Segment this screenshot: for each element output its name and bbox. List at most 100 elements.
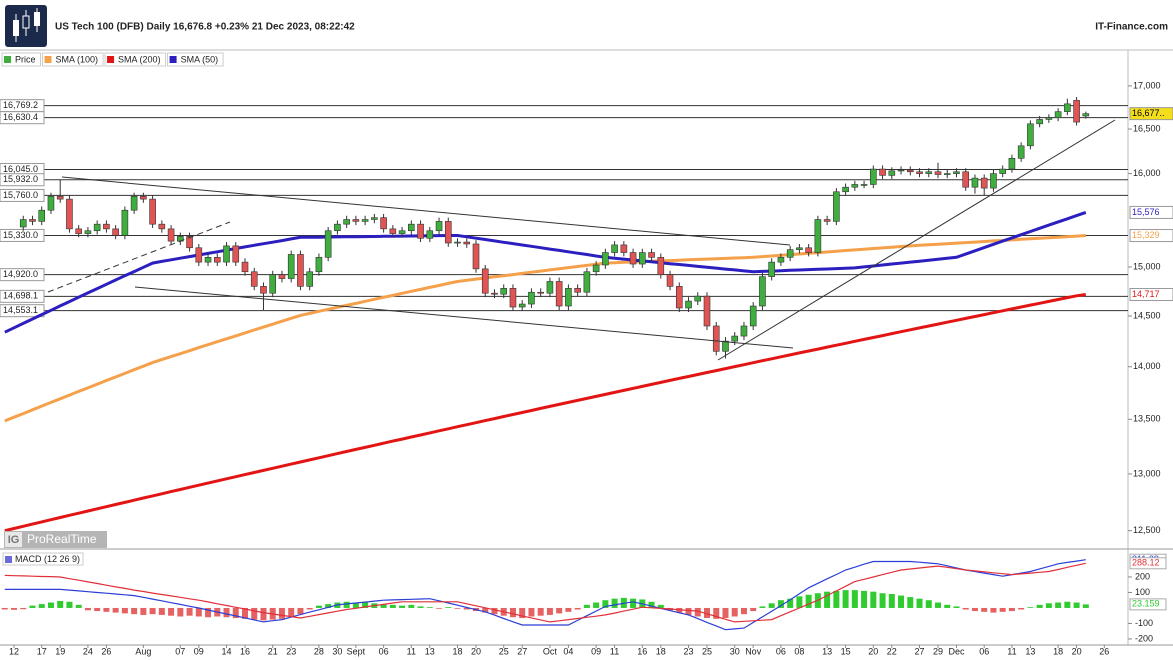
candle-body (722, 340, 729, 352)
histogram-bar (916, 598, 923, 608)
histogram-bar (971, 607, 978, 612)
histogram-bar (740, 607, 747, 615)
candle-body (546, 281, 554, 294)
x-tick-label: 06 (979, 646, 989, 656)
candle-body (500, 288, 508, 295)
histogram-bar (29, 605, 36, 608)
candle-body (250, 271, 258, 287)
candle-body (953, 171, 960, 174)
last-value-tag (1129, 229, 1173, 243)
y-tick-label: -100 (1135, 618, 1153, 628)
histogram-bar (482, 607, 489, 613)
candle-body (223, 245, 230, 263)
histogram-bar (907, 597, 914, 608)
x-tick-label: 09 (194, 646, 204, 656)
candle-body (1064, 103, 1071, 112)
candle-body (66, 198, 73, 230)
histogram-bar (999, 607, 1006, 612)
histogram-bar (962, 607, 969, 610)
y-tick-label: 15,000 (1133, 261, 1161, 271)
y-tick-label: 16,500 (1133, 123, 1161, 133)
level-label-box (0, 268, 45, 282)
x-tick-label: 11 (1007, 646, 1016, 656)
x-tick-label: 16 (637, 646, 647, 656)
x-tick-label: 29 (933, 646, 943, 656)
histogram-bar (870, 591, 877, 608)
histogram-bar (426, 607, 433, 608)
candle-body (269, 274, 277, 294)
legend-swatch (107, 56, 115, 63)
candle-body (842, 186, 849, 193)
level-label: 16,769.2 (3, 100, 38, 110)
y-tick-label: 100 (1135, 587, 1150, 597)
candle-body (408, 223, 415, 232)
histogram-bar (362, 601, 369, 608)
candle-body (833, 191, 840, 222)
header-title: US Tech 100 (DFB) Daily 16,676.8 +0.23% … (55, 22, 355, 33)
watermark: IG ProRealTime (4, 531, 107, 548)
last-value-tag (1129, 598, 1167, 611)
candle-body (1008, 157, 1016, 170)
histogram-bar (491, 607, 498, 615)
histogram-bar (389, 604, 396, 608)
candle-body (934, 171, 942, 175)
candle-body (1073, 100, 1080, 123)
histogram-bar (759, 606, 766, 608)
candle-body (574, 288, 581, 293)
last-value-tag (1129, 287, 1173, 301)
last-value-tag (1129, 557, 1167, 570)
histogram-bar (925, 600, 932, 608)
candle-body (768, 261, 775, 277)
histogram-bar (84, 607, 91, 611)
sma-line (4, 293, 1087, 533)
x-tick-label: Aug (135, 646, 151, 656)
histogram-bar (519, 607, 526, 619)
candle-body (361, 219, 369, 222)
y-tick-label: 14,000 (1133, 361, 1161, 371)
candle-body (84, 230, 92, 234)
watermark-logo: IG (8, 534, 20, 546)
x-tick-label: 17 (37, 646, 47, 656)
histogram-bar (38, 604, 45, 608)
histogram-bar (57, 600, 64, 608)
candle-body (1017, 145, 1025, 159)
candle-body (731, 335, 739, 342)
candle-body (620, 244, 628, 253)
x-tick-label: 11 (407, 646, 416, 656)
x-tick-label: Sept (347, 646, 366, 656)
histogram-bar (1027, 607, 1034, 608)
legend-swatch (169, 56, 177, 63)
x-tick-label: 15 (841, 646, 851, 656)
x-tick-label: 09 (591, 646, 601, 656)
candle-body (195, 247, 203, 263)
histogram-bar (103, 607, 110, 612)
candle-body (93, 223, 101, 232)
candle-body (454, 241, 461, 244)
histogram-bar (935, 602, 941, 608)
last-value-tag (1129, 107, 1173, 121)
x-tick-label: 23 (684, 646, 694, 656)
candle-body (38, 209, 46, 222)
candle-body (971, 177, 979, 188)
x-tick-label: 18 (453, 646, 463, 656)
y-tick-label: 13,500 (1133, 414, 1161, 424)
histogram-bar (694, 607, 701, 617)
header-bar (0, 0, 1173, 50)
candle-body (740, 325, 748, 337)
candle-body (629, 252, 637, 265)
histogram-bar (657, 604, 664, 608)
histogram-bar (463, 607, 470, 610)
x-tick-label: 27 (915, 646, 925, 656)
macd-line (4, 559, 1086, 631)
candle-body (1082, 113, 1090, 117)
histogram-bar (408, 604, 415, 608)
legend-label: SMA (100) (56, 54, 99, 64)
histogram-bar (47, 602, 54, 608)
candle-body (777, 257, 785, 263)
candle-body (999, 168, 1006, 174)
histogram-bar (1082, 604, 1089, 608)
candle-body (555, 281, 563, 307)
candle-body (389, 228, 397, 234)
legend-swatch (44, 56, 52, 63)
level-label-box (0, 111, 45, 125)
